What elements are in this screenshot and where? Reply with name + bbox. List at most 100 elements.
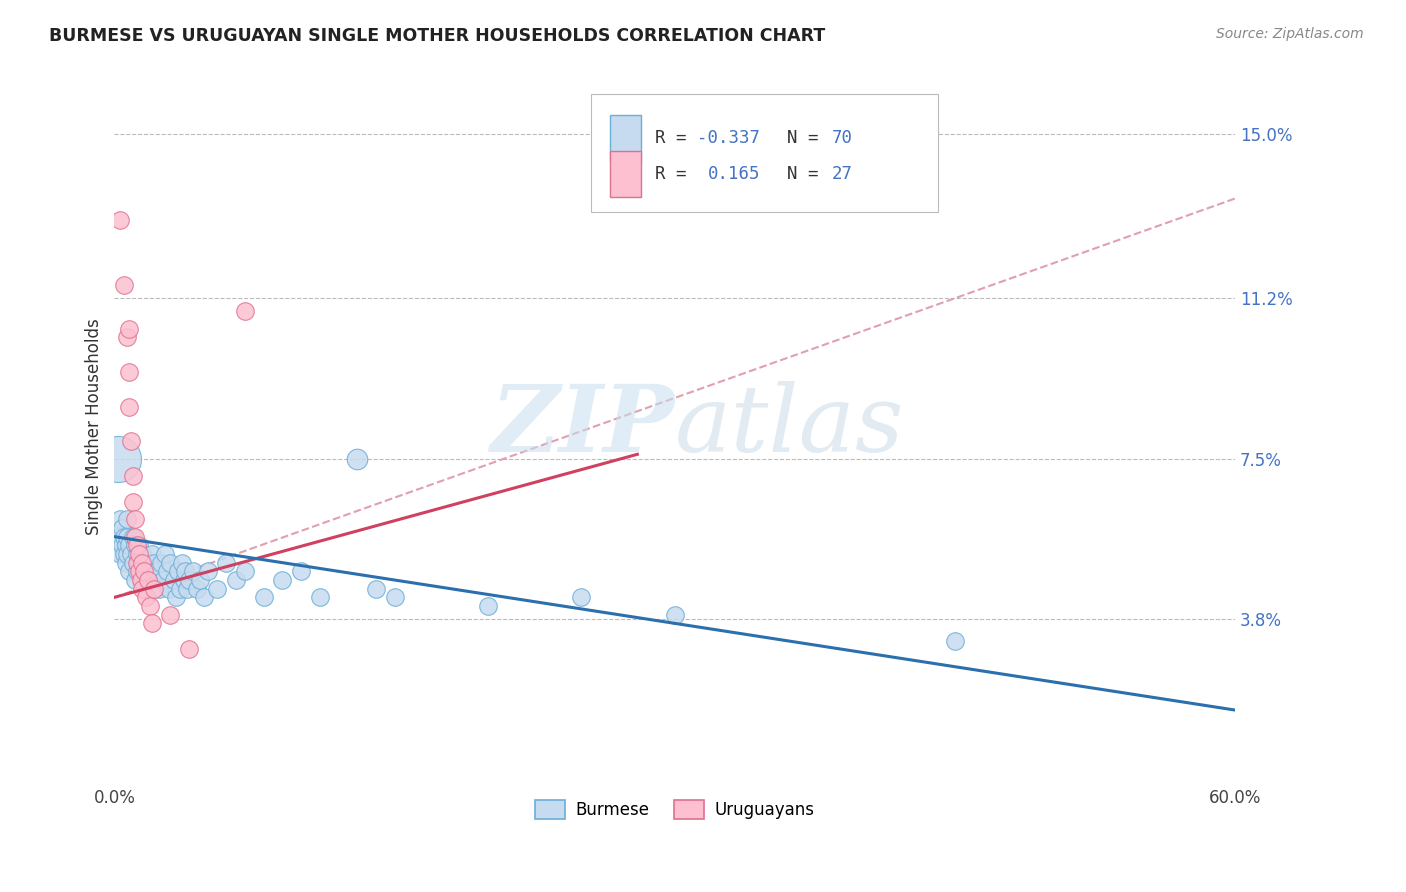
Point: [128, 547, 150, 561]
Point: [174, 565, 197, 579]
Point: [146, 565, 169, 579]
Point: [384, 591, 406, 605]
Point: [271, 573, 294, 587]
Point: [117, 330, 139, 344]
Text: -0.337: -0.337: [697, 129, 761, 147]
Point: [308, 591, 330, 605]
Point: [179, 573, 201, 587]
Point: [108, 512, 131, 526]
Point: [120, 547, 142, 561]
Point: [117, 512, 139, 526]
Text: atlas: atlas: [675, 381, 904, 471]
Point: [118, 321, 141, 335]
Point: [159, 556, 181, 570]
Point: [193, 591, 215, 605]
FancyBboxPatch shape: [591, 94, 938, 211]
Point: [186, 582, 208, 596]
Text: 27: 27: [831, 165, 852, 183]
Point: [167, 565, 190, 579]
Point: [128, 556, 150, 570]
Point: [135, 565, 157, 579]
Point: [128, 538, 150, 552]
Text: Source: ZipAtlas.com: Source: ZipAtlas.com: [1216, 27, 1364, 41]
Point: [117, 547, 139, 561]
Point: [131, 556, 153, 570]
Point: [125, 538, 148, 552]
Point: [159, 607, 181, 622]
Point: [114, 538, 136, 552]
Point: [134, 565, 156, 579]
Point: [131, 547, 153, 561]
Point: [111, 521, 134, 535]
Point: [134, 556, 156, 570]
Text: N =: N =: [787, 165, 828, 183]
Point: [125, 547, 148, 561]
Point: [124, 512, 146, 526]
Point: [114, 556, 136, 570]
Point: [253, 591, 276, 605]
Point: [233, 565, 256, 579]
Point: [131, 573, 153, 587]
Point: [170, 556, 193, 570]
Point: [163, 573, 186, 587]
Point: [112, 278, 135, 293]
Point: [112, 547, 135, 561]
Point: [156, 565, 179, 579]
Point: [122, 469, 145, 483]
Point: [136, 556, 159, 570]
Point: [111, 538, 134, 552]
Point: [108, 547, 131, 561]
Point: [117, 530, 139, 544]
Point: [136, 573, 159, 587]
Text: R =: R =: [655, 165, 707, 183]
Point: [141, 547, 163, 561]
Text: 0.165: 0.165: [709, 165, 761, 183]
Point: [142, 582, 165, 596]
Point: [225, 573, 247, 587]
FancyBboxPatch shape: [610, 115, 641, 161]
Text: ZIP: ZIP: [491, 381, 675, 471]
Point: [120, 434, 142, 449]
Point: [139, 599, 162, 613]
Y-axis label: Single Mother Households: Single Mother Households: [86, 318, 103, 534]
Point: [152, 573, 174, 587]
Point: [107, 530, 129, 544]
Point: [125, 565, 148, 579]
Point: [122, 530, 145, 544]
Point: [142, 556, 165, 570]
Point: [141, 616, 163, 631]
Point: [129, 565, 152, 579]
Point: [165, 591, 187, 605]
Text: BURMESE VS URUGUAYAN SINGLE MOTHER HOUSEHOLDS CORRELATION CHART: BURMESE VS URUGUAYAN SINGLE MOTHER HOUSE…: [49, 27, 825, 45]
Point: [118, 538, 141, 552]
Point: [233, 304, 256, 318]
Point: [112, 530, 135, 544]
Point: [135, 591, 157, 605]
Point: [139, 573, 162, 587]
Point: [150, 556, 173, 570]
Point: [118, 400, 141, 414]
Point: [179, 642, 201, 657]
Point: [145, 573, 167, 587]
Point: [173, 573, 195, 587]
FancyBboxPatch shape: [610, 151, 641, 197]
Point: [108, 213, 131, 227]
Point: [181, 565, 204, 579]
Point: [124, 538, 146, 552]
Point: [157, 582, 180, 596]
Point: [128, 565, 150, 579]
Point: [943, 633, 966, 648]
Point: [131, 582, 153, 596]
Point: [169, 582, 191, 596]
Point: [122, 495, 145, 509]
Point: [346, 451, 368, 466]
Point: [197, 565, 219, 579]
Point: [118, 565, 141, 579]
Point: [290, 565, 312, 579]
Point: [205, 582, 228, 596]
Point: [664, 607, 686, 622]
Text: R =: R =: [655, 129, 696, 147]
Point: [215, 556, 238, 570]
Point: [124, 530, 146, 544]
Legend: Burmese, Uruguayans: Burmese, Uruguayans: [529, 793, 821, 825]
